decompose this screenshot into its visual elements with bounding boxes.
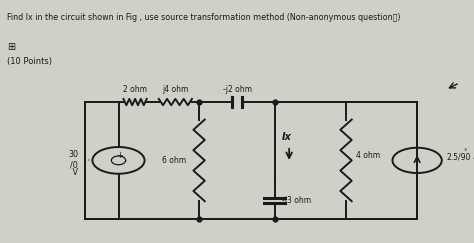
Text: A: A: [471, 152, 474, 161]
Text: 30: 30: [68, 150, 78, 159]
Text: Ix: Ix: [282, 132, 292, 142]
Text: /0: /0: [71, 160, 78, 169]
Text: V: V: [70, 168, 78, 177]
Text: j4 ohm: j4 ohm: [162, 85, 189, 94]
Text: 6 ohm: 6 ohm: [163, 156, 186, 165]
Text: Find Ix in the circuit shown in Fig , use source transformation method (Non-anon: Find Ix in the circuit shown in Fig , us…: [7, 13, 401, 22]
Text: 4 ohm: 4 ohm: [356, 151, 381, 160]
Text: 2.5/90: 2.5/90: [447, 152, 471, 161]
Text: (10 Points): (10 Points): [7, 57, 52, 66]
Text: ⊞: ⊞: [7, 42, 15, 52]
Text: °: °: [463, 149, 466, 155]
Text: -j2 ohm: -j2 ohm: [222, 85, 252, 94]
Text: 2 ohm: 2 ohm: [123, 85, 147, 94]
Text: °: °: [86, 159, 90, 164]
Text: -j3 ohm: -j3 ohm: [282, 196, 311, 205]
Text: +: +: [116, 150, 123, 160]
